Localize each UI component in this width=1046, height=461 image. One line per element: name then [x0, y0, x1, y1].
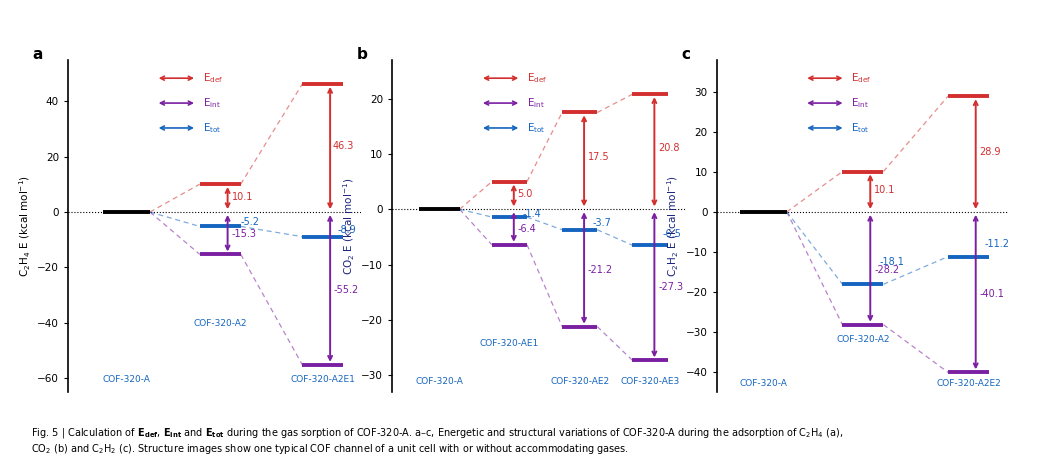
Text: COF-320-A: COF-320-A [415, 377, 463, 386]
Text: COF-320-A2: COF-320-A2 [836, 335, 890, 344]
Text: 20.8: 20.8 [658, 143, 680, 154]
Text: COF-320-A2E1: COF-320-A2E1 [291, 374, 356, 384]
Text: COF-320-AE2: COF-320-AE2 [550, 377, 609, 386]
Text: -28.2: -28.2 [874, 265, 900, 275]
Y-axis label: $CO_2$ $E$ (kcal mol$^{-1}$): $CO_2$ $E$ (kcal mol$^{-1}$) [342, 177, 357, 275]
Text: $E_{def}$: $E_{def}$ [527, 71, 547, 85]
Text: -6.4: -6.4 [518, 224, 537, 234]
Text: -1.4: -1.4 [523, 209, 542, 219]
Text: -21.2: -21.2 [588, 265, 613, 275]
Text: 28.9: 28.9 [979, 147, 1001, 157]
Text: COF-320-AE1: COF-320-AE1 [480, 338, 539, 348]
Y-axis label: $C_2H_2$ $E$ (kcal mol$^{-1}$): $C_2H_2$ $E$ (kcal mol$^{-1}$) [666, 175, 681, 277]
Text: -8.9: -8.9 [338, 225, 357, 235]
Text: $E_{int}$: $E_{int}$ [203, 96, 221, 110]
Text: -40.1: -40.1 [979, 289, 1004, 299]
Text: COF-320-A2E2: COF-320-A2E2 [936, 379, 1001, 388]
Text: b: b [357, 47, 368, 62]
Text: $E_{def}$: $E_{def}$ [851, 71, 871, 85]
Text: -15.3: -15.3 [232, 229, 257, 239]
Text: 5.0: 5.0 [518, 189, 533, 199]
Text: $E_{int}$: $E_{int}$ [527, 96, 545, 110]
Text: Fig. 5 | Calculation of $\mathbf{E_{def}}$, $\mathbf{E_{int}}$ and $\mathbf{E_{t: Fig. 5 | Calculation of $\mathbf{E_{def}… [31, 426, 844, 456]
Text: -18.1: -18.1 [880, 257, 905, 267]
Text: $E_{def}$: $E_{def}$ [203, 71, 223, 85]
Text: -11.2: -11.2 [984, 239, 1009, 249]
Text: $E_{int}$: $E_{int}$ [851, 96, 869, 110]
Text: $E_{tot}$: $E_{tot}$ [851, 121, 870, 135]
Text: -27.3: -27.3 [658, 282, 683, 292]
Text: COF-320-A2: COF-320-A2 [194, 319, 247, 328]
Text: COF-320-A: COF-320-A [740, 379, 788, 388]
Text: $E_{tot}$: $E_{tot}$ [527, 121, 546, 135]
Text: 10.1: 10.1 [874, 185, 895, 195]
Text: a: a [32, 47, 43, 62]
Text: -55.2: -55.2 [333, 284, 359, 295]
Text: COF-320-AE3: COF-320-AE3 [620, 377, 680, 386]
Text: COF-320-A: COF-320-A [103, 374, 151, 384]
Text: -6.5: -6.5 [662, 229, 681, 239]
Text: -3.7: -3.7 [592, 218, 611, 228]
Y-axis label: $C_2H_4$ $E$ (kcal mol$^{-1}$): $C_2H_4$ $E$ (kcal mol$^{-1}$) [18, 175, 32, 277]
Text: 46.3: 46.3 [333, 141, 355, 151]
Text: $E_{tot}$: $E_{tot}$ [203, 121, 222, 135]
Text: c: c [681, 47, 690, 62]
Text: 10.1: 10.1 [232, 192, 253, 202]
Text: -5.2: -5.2 [241, 217, 259, 227]
Text: 17.5: 17.5 [588, 152, 610, 162]
